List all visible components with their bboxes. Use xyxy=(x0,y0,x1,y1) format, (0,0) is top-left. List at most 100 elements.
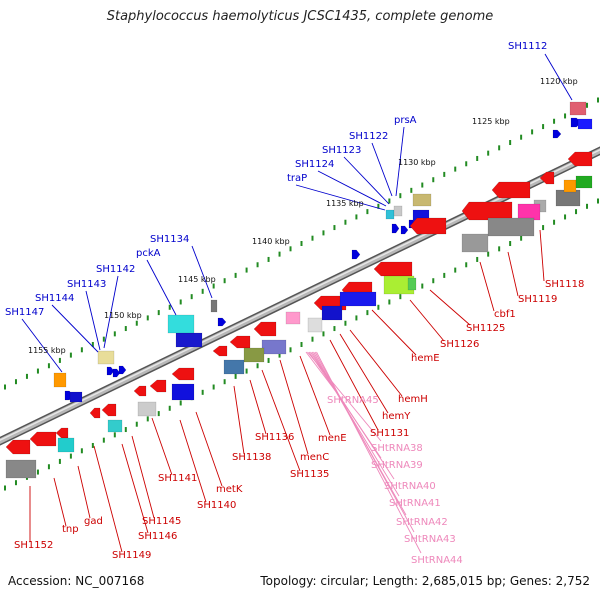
gene-label-forward-leader xyxy=(103,275,119,349)
gene-arrow-reverse xyxy=(29,431,57,447)
gene-box-pink xyxy=(569,101,587,116)
gene-label-reverse-leader xyxy=(151,417,173,476)
gene-arrow-reverse xyxy=(229,335,251,349)
gene-label-reverse: SH1118 xyxy=(545,279,584,290)
gene-box-grey xyxy=(487,217,535,237)
gene-label-reverse: tnp xyxy=(62,524,79,535)
gene-arrow-reverse xyxy=(212,345,228,357)
gene-label-forward-leader xyxy=(51,304,99,353)
gene-box-khaki xyxy=(412,193,432,207)
gene-label-reverse: SH1141 xyxy=(158,473,197,484)
gene-arrow-forward xyxy=(118,365,127,375)
gene-label-reverse: SH1152 xyxy=(14,540,53,551)
gene-arrow-reverse xyxy=(461,201,513,221)
gene-arrow-reverse xyxy=(89,407,101,419)
trna-label: SHtRNA39 xyxy=(371,460,423,471)
gene-label-forward-leader xyxy=(146,259,177,316)
gene-label-forward: SH1112 xyxy=(508,41,547,52)
gene-label-reverse: SH1131 xyxy=(370,428,409,439)
gene-label-reverse-leader xyxy=(249,379,267,435)
gene-label-reverse-leader xyxy=(131,435,155,519)
gene-box-blue xyxy=(175,332,203,348)
gene-box-khaki xyxy=(97,350,115,365)
gene-label-reverse: cbf1 xyxy=(494,309,516,320)
gene-label-reverse-leader xyxy=(507,251,519,297)
kbp-label: 1150 kbp xyxy=(104,311,142,320)
gene-arrow-reverse xyxy=(149,379,167,393)
gene-box-grey xyxy=(461,233,489,253)
gene-label-reverse: SH1136 xyxy=(255,432,294,443)
gene-label-forward-leader xyxy=(21,318,63,373)
gene-arrow-reverse xyxy=(539,171,555,185)
gene-box-cyan xyxy=(167,314,195,334)
gene-label-reverse: SH1145 xyxy=(142,516,181,527)
trna-label: SHtRNA42 xyxy=(396,517,448,528)
accession-text: Accession: NC_007168 xyxy=(8,574,145,588)
gene-labels: SH1112 prsA SH1122 SH1123 SH1124 traP SH1134 pc… xyxy=(5,41,584,566)
kbp-label: 1135 kbp xyxy=(326,199,364,208)
gene-box-blue xyxy=(69,391,83,403)
gene-label-forward-leader xyxy=(395,126,405,197)
gene-label-forward-leader xyxy=(371,142,393,197)
gene-box-cyan xyxy=(57,437,75,453)
trna-label-leader xyxy=(314,351,415,533)
topology-summary: Topology: circular; Length: 2,685,015 bp… xyxy=(260,574,590,588)
gene-label-forward-leader xyxy=(544,53,573,101)
gene-label-reverse-leader xyxy=(409,299,445,342)
gene-label-reverse: hemE xyxy=(411,353,440,364)
gene-label-reverse-leader xyxy=(329,339,379,431)
trna-label: SHtRNA45 xyxy=(327,395,379,406)
gene-box-steel xyxy=(223,359,245,375)
gene-label-forward: SH1124 xyxy=(295,159,334,170)
gene-label-reverse-leader xyxy=(233,385,245,455)
gene-label-forward: prsA xyxy=(394,115,417,126)
gene-label-reverse: hemH xyxy=(398,394,428,405)
gene-arrow-forward xyxy=(112,368,121,378)
trna-label-leader xyxy=(311,351,400,497)
gene-arrow-forward xyxy=(106,366,115,376)
gene-box-orange xyxy=(53,372,67,388)
trna-label: SHtRNA40 xyxy=(384,481,436,492)
gene-box-blue xyxy=(339,291,377,307)
gene-label-reverse-leader xyxy=(429,289,471,326)
gene-label-forward-leader xyxy=(343,156,390,205)
gene-label-forward: traP xyxy=(287,173,307,184)
gene-arrow-reverse xyxy=(55,427,69,439)
gene-arrow-reverse xyxy=(253,321,277,337)
trna-label: SHtRNA38 xyxy=(371,443,423,454)
gene-box-purple xyxy=(261,339,287,355)
gene-label-reverse: menC xyxy=(300,452,329,463)
gene-label-reverse: metK xyxy=(216,484,243,495)
gene-label-reverse: menE xyxy=(318,433,347,444)
gene-label-reverse-leader xyxy=(121,443,149,534)
gene-box-grey xyxy=(555,189,581,207)
gene-box-blue xyxy=(577,118,593,130)
gene-label-forward: pckA xyxy=(136,248,161,259)
gene-box-grey xyxy=(5,459,37,479)
gene-label-reverse-leader xyxy=(279,359,309,455)
gene-box-grey xyxy=(210,299,218,313)
gene-box-grey xyxy=(393,205,403,217)
gene-label-forward-leader xyxy=(317,170,387,207)
kbp-label: 1120 kbp xyxy=(540,77,578,86)
kbp-label: 1145 kbp xyxy=(178,275,216,284)
gene-label-reverse-leader xyxy=(539,229,545,282)
gene-label-reverse-leader xyxy=(261,369,301,472)
gene-box-grey xyxy=(307,317,323,333)
gene-label-forward: SH1143 xyxy=(67,279,106,290)
trna-label: SHtRNA44 xyxy=(411,555,463,566)
gene-box-grey xyxy=(137,401,157,417)
gene-arrow-forward xyxy=(400,225,409,235)
kbp-label: 1140 kbp xyxy=(252,237,290,246)
gene-label-reverse: SH1138 xyxy=(232,452,271,463)
kbp-label: 1130 kbp xyxy=(398,158,436,167)
gene-label-reverse: SH1135 xyxy=(290,469,329,480)
kbp-label: 1155 kbp xyxy=(28,346,66,355)
gene-box-rna xyxy=(285,311,301,325)
gene-label-reverse-leader xyxy=(349,329,403,397)
gene-box-green xyxy=(407,277,417,291)
gene-box-magenta xyxy=(517,203,541,221)
gene-arrow-reverse xyxy=(133,385,147,397)
gene-label-forward: SH1122 xyxy=(349,131,388,142)
